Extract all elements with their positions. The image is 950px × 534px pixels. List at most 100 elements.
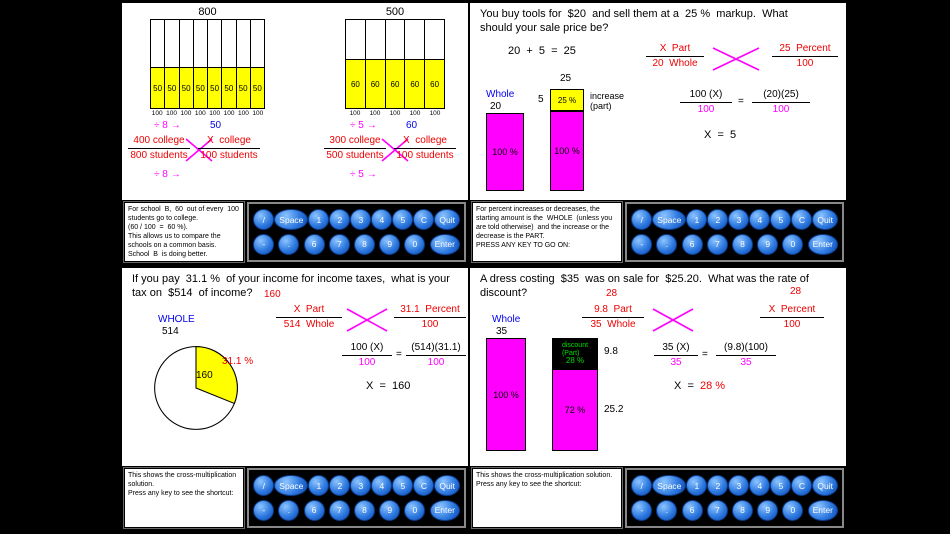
chart-base-row: 100 100 100 100 100	[345, 110, 445, 117]
keypad-key[interactable]: 5	[770, 209, 792, 231]
keypad-key[interactable]: 1	[308, 475, 330, 497]
keypad-key[interactable]: 2	[329, 209, 351, 231]
keypad-key[interactable]: Quit	[812, 475, 838, 497]
chart-base-label: 100	[349, 110, 361, 117]
keypad-key[interactable]: 9	[379, 499, 401, 521]
keypad-key[interactable]: 2	[707, 475, 729, 497]
keypad-key[interactable]: 8	[354, 233, 376, 255]
keypad-key[interactable]: 4	[749, 475, 771, 497]
keypad-key[interactable]: 7	[328, 499, 350, 521]
keypad-key[interactable]: .	[656, 499, 678, 521]
keypad-key[interactable]: 1	[686, 209, 708, 231]
keypad-key[interactable]: Enter	[807, 499, 838, 521]
chart-cell-empty	[425, 20, 444, 59]
keypad-key[interactable]: -	[631, 233, 653, 255]
keypad-key[interactable]: Space	[274, 209, 309, 231]
keypad-key[interactable]: 6	[303, 233, 325, 255]
keypad-key[interactable]: 9	[757, 499, 779, 521]
keypad-key[interactable]: 5	[770, 475, 792, 497]
keypad-key[interactable]: Enter	[429, 233, 460, 255]
bar2-total-label: 25	[560, 73, 572, 84]
keypad-key[interactable]: Space	[652, 475, 687, 497]
keypad-key[interactable]: 9	[379, 233, 401, 255]
chart-column: 60	[385, 20, 406, 108]
keypad-key[interactable]: Space	[652, 209, 687, 231]
keypad-key[interactable]: /	[253, 475, 275, 497]
cross-multiply-icon	[381, 138, 409, 162]
keypad-key[interactable]: 7	[706, 499, 728, 521]
keypad-key[interactable]: C	[791, 475, 813, 497]
divide-by-annotation: ÷ 8 →	[154, 120, 181, 131]
keypad-key[interactable]: Quit	[434, 209, 460, 231]
keypad-key[interactable]: 3	[728, 209, 750, 231]
keypad-key[interactable]: 0	[782, 499, 804, 521]
keypad-key[interactable]: C	[413, 475, 435, 497]
keypad-key[interactable]: -	[253, 233, 275, 255]
chart-column: 60	[365, 20, 386, 108]
keypad-key[interactable]: 8	[732, 233, 754, 255]
keypad-key[interactable]: C	[413, 209, 435, 231]
keypad-key[interactable]: Quit	[812, 209, 838, 231]
bar-model-800: 800 50 50 50 50 50	[150, 6, 265, 117]
keypad-key[interactable]: 6	[303, 499, 325, 521]
keypad-key[interactable]: Space	[274, 475, 309, 497]
answer-hint: 60	[406, 120, 418, 131]
keypad-key[interactable]: -	[253, 499, 275, 521]
keypad-key[interactable]: 1	[308, 209, 330, 231]
keypad-key[interactable]: /	[631, 475, 653, 497]
keypad-key[interactable]: Enter	[807, 233, 838, 255]
cross-multiply-icon	[185, 138, 213, 162]
chart-total-label: 500	[385, 6, 405, 18]
keypad-key[interactable]: 1	[686, 475, 708, 497]
equals-sign: =	[396, 349, 402, 360]
chart-cell-empty	[165, 20, 179, 67]
keypad-key[interactable]: .	[278, 499, 300, 521]
keypad-key[interactable]: 4	[371, 209, 393, 231]
chart-cell-value: 50	[236, 67, 250, 108]
keypad-key[interactable]: 4	[371, 475, 393, 497]
keypad-key[interactable]: .	[278, 233, 300, 255]
keypad-key[interactable]: 5	[392, 475, 414, 497]
keypad-key[interactable]: 8	[732, 499, 754, 521]
chart-cell-value: 60	[385, 59, 405, 108]
keypad-key[interactable]: 0	[782, 233, 804, 255]
keypad-key[interactable]: Quit	[434, 475, 460, 497]
keypad-key[interactable]: Enter	[429, 499, 460, 521]
quadrant-school-comparison: 800 50 50 50 50 50	[122, 3, 468, 264]
keypad-key[interactable]: 4	[749, 209, 771, 231]
keypad-key[interactable]: 7	[706, 233, 728, 255]
fraction-part-whole: X Part 20 Whole	[646, 43, 704, 70]
keypad-key[interactable]: C	[791, 209, 813, 231]
keypad-key[interactable]: 3	[728, 475, 750, 497]
chart-column: 50	[151, 20, 166, 108]
keypad: / Space 1 2 3 4 5 C Quit -. 6 7 8 9 0 Enter	[247, 202, 466, 262]
chart-base-label: 100	[389, 110, 401, 117]
pie-chart	[154, 346, 238, 430]
keypad-key[interactable]: 5	[392, 209, 414, 231]
solution-step-left: 100 (X) 100	[680, 89, 732, 116]
chart-cell-empty	[365, 20, 385, 59]
keypad-key[interactable]: 8	[354, 499, 376, 521]
keypad-key[interactable]: .	[656, 233, 678, 255]
chart-column: 60	[346, 20, 366, 108]
pie-slice	[195, 346, 238, 405]
whole-bar: 100 %	[486, 113, 524, 191]
discount-segment: discount (Part) 28 %	[552, 338, 598, 370]
keypad-key[interactable]: 7	[328, 233, 350, 255]
info-text: For school B, 60 out of every 100 studen…	[122, 201, 246, 263]
keypad-key[interactable]: /	[253, 209, 275, 231]
keypad-key[interactable]: 3	[350, 209, 372, 231]
chart-grid: 60 60 60 60 60	[345, 19, 445, 109]
keypad-key[interactable]: 2	[707, 209, 729, 231]
keypad-key[interactable]: 3	[350, 475, 372, 497]
fraction-percent: X Percent 100	[760, 304, 824, 331]
keypad-key[interactable]: 0	[404, 499, 426, 521]
keypad-key[interactable]: 9	[757, 233, 779, 255]
keypad-key[interactable]: 0	[404, 233, 426, 255]
keypad: / Space 1 2 3 4 5 C Quit -. 6 7 8 9 0 Enter	[247, 468, 466, 528]
keypad-key[interactable]: 6	[681, 233, 703, 255]
keypad-key[interactable]: 6	[681, 499, 703, 521]
keypad-key[interactable]: -	[631, 499, 653, 521]
keypad-key[interactable]: 2	[329, 475, 351, 497]
keypad-key[interactable]: /	[631, 209, 653, 231]
